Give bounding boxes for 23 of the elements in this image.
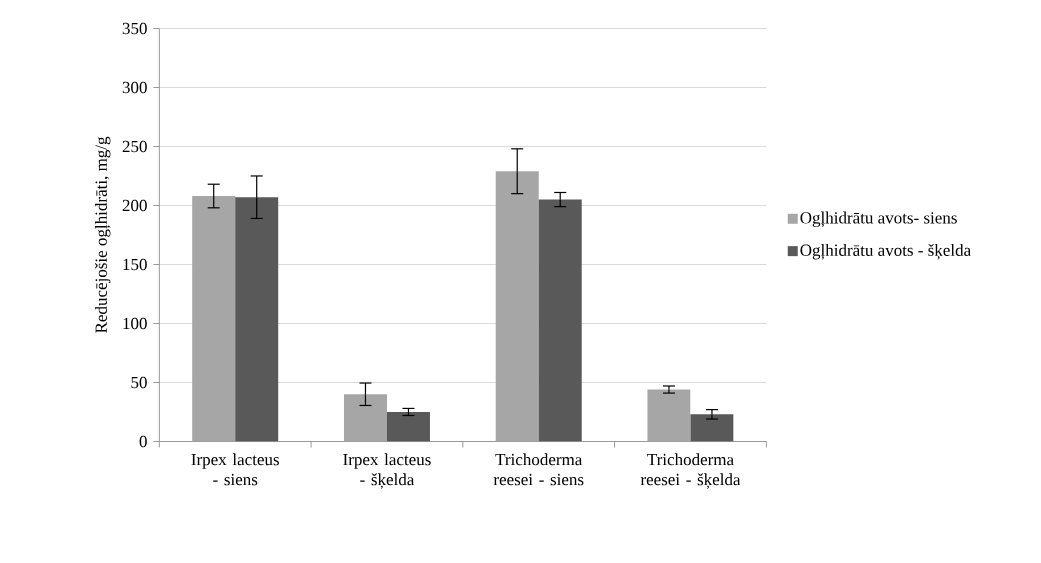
legend-label: Ogļhidrātu avots - šķelda — [800, 243, 971, 260]
y-tick-label: 250 — [122, 140, 147, 153]
bar — [343, 394, 387, 442]
y-axis-title: Reducējošie ogļhidrāti, mg/g — [94, 136, 111, 333]
bar — [690, 414, 734, 442]
y-tick-label: 200 — [122, 199, 147, 212]
bar — [386, 411, 430, 442]
bar — [538, 199, 582, 442]
x-tick-label: Irpex lacteus - siens — [191, 453, 279, 486]
x-tick-label: Trichoderma reesei - siens — [493, 453, 584, 486]
x-tick-label: Trichoderma reesei - šķelda — [640, 453, 741, 489]
y-tick-label: 150 — [123, 258, 147, 271]
y-tick-label: 350 — [122, 22, 147, 35]
y-tick-label: 100 — [123, 317, 147, 330]
bar — [495, 171, 539, 442]
legend-label: Ogļhidrātu avots- siens — [800, 211, 957, 228]
bar — [235, 197, 279, 442]
bar — [192, 196, 236, 442]
bar — [647, 389, 691, 442]
y-tick-label: 300 — [122, 81, 147, 94]
x-tick-label: Irpex lacteus - šķelda — [343, 453, 431, 489]
y-tick-label: 50 — [131, 376, 147, 389]
y-tick-label: 0 — [139, 435, 147, 448]
